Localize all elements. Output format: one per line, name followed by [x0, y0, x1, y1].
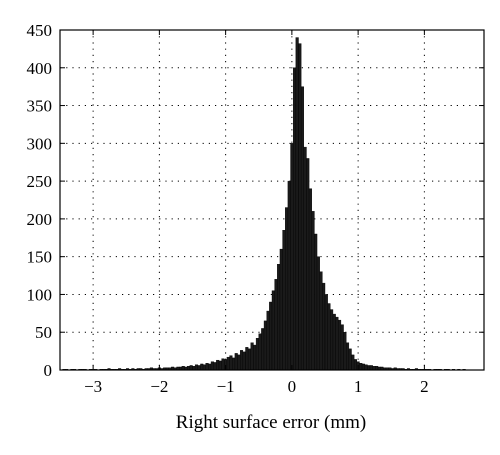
histogram-bar [239, 350, 244, 371]
y-tick-label: 300 [27, 134, 53, 153]
histogram-bar [332, 313, 336, 371]
x-tick-labels: −3 −2 −1 0 1 2 [84, 377, 429, 396]
histogram-bar [303, 146, 307, 371]
y-tick-label: 350 [27, 97, 53, 116]
histogram-bar [232, 357, 236, 371]
histogram-bar [327, 303, 331, 371]
histogram-bar [218, 360, 222, 371]
histogram-bar [359, 363, 363, 371]
x-tick-label: −3 [84, 377, 102, 396]
histogram-bar [369, 365, 373, 371]
histogram-bar [247, 348, 251, 371]
histogram-bar [285, 207, 289, 371]
y-tick-label: 50 [35, 323, 52, 342]
histogram-bar [245, 347, 249, 371]
histogram-bar [202, 364, 206, 371]
histogram-bar [277, 264, 281, 371]
y-tick-label: 0 [44, 361, 53, 380]
histogram-bar [364, 364, 368, 371]
histogram-bar [287, 180, 291, 371]
y-tick-label: 450 [27, 21, 53, 40]
histogram-bar [279, 248, 283, 371]
histogram-bar [306, 158, 310, 371]
histogram-bar [330, 309, 334, 371]
histogram-bar [353, 359, 357, 371]
y-tick-label: 150 [27, 248, 53, 267]
histogram-bar [361, 363, 365, 371]
histogram-bar [367, 365, 371, 371]
y-tick-label: 100 [27, 285, 53, 304]
histogram-bar [282, 230, 286, 371]
histogram-bar [351, 354, 355, 371]
histogram-bar [205, 363, 209, 371]
histogram-bar [197, 365, 201, 371]
histogram-bar [340, 324, 344, 371]
x-axis-label: Right surface error (mm) [176, 412, 366, 433]
histogram-bar [295, 37, 299, 371]
histogram-bar [335, 316, 339, 371]
x-tick-label: 1 [354, 377, 363, 396]
histogram-bar [298, 43, 302, 371]
histogram-bar [258, 333, 262, 371]
histogram-bar [234, 353, 238, 371]
histogram-bar [314, 233, 318, 371]
histogram-bar [263, 320, 267, 371]
x-tick-label: −1 [217, 377, 235, 396]
histogram-bar [338, 319, 342, 371]
histogram-bar [271, 290, 275, 371]
y-tick-label: 400 [27, 59, 53, 78]
histogram-bar [221, 358, 225, 371]
ticks-layer [60, 29, 484, 371]
x-tick-label: 2 [420, 377, 429, 396]
histogram-bar [210, 361, 214, 371]
histogram-bar [311, 211, 315, 371]
histogram-bar [324, 294, 328, 371]
histogram-bar [200, 363, 204, 371]
histogram-bar [316, 256, 320, 371]
y-tick-label: 250 [27, 172, 53, 191]
histogram-bar [229, 355, 233, 371]
histogram-bar [322, 282, 326, 371]
histogram-bar [250, 342, 254, 371]
histogram-bar [346, 342, 350, 371]
histogram-bar [208, 363, 212, 371]
histogram-bar [216, 359, 220, 371]
histogram-bar [319, 271, 323, 371]
y-tick-label: 200 [27, 210, 53, 229]
histogram-bar [293, 67, 297, 371]
plot-frame [59, 29, 485, 371]
histogram-bar [242, 351, 246, 371]
histogram-bar [290, 143, 294, 371]
x-tick-label: 0 [288, 377, 297, 396]
x-tick-label: −2 [150, 377, 168, 396]
histogram-bar [261, 328, 265, 371]
histogram-bar [348, 348, 352, 371]
histogram-bar [237, 354, 241, 371]
histogram-bar [269, 301, 273, 371]
histogram-bar [253, 344, 257, 371]
histogram-bar [343, 332, 347, 371]
histogram-bar [189, 365, 193, 371]
histogram-bar [194, 364, 198, 371]
histogram-bar [266, 310, 270, 371]
histogram-bar [213, 362, 217, 371]
y-tick-labels: 0 50 100 150 200 250 300 350 400 450 [27, 21, 53, 380]
bars-layer [62, 37, 466, 371]
histogram-bar [274, 279, 278, 371]
histogram-bar [255, 338, 259, 371]
histogram-bar [226, 356, 230, 371]
histogram-bar [300, 86, 304, 371]
histogram-bar [308, 188, 312, 371]
